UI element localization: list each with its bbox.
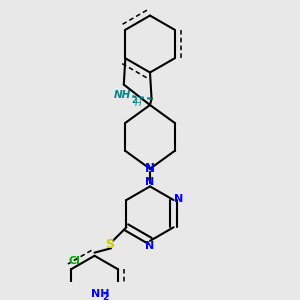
Text: N: N (145, 162, 155, 175)
Text: N: N (145, 241, 154, 251)
Text: H: H (135, 99, 141, 108)
Text: 2: 2 (131, 96, 137, 105)
Text: N: N (174, 194, 184, 204)
Text: 2: 2 (103, 293, 109, 300)
Text: NH: NH (91, 289, 110, 298)
Text: Cl: Cl (68, 256, 80, 266)
Text: S: S (105, 238, 114, 251)
Text: NH: NH (114, 90, 131, 100)
Text: N: N (145, 177, 154, 187)
